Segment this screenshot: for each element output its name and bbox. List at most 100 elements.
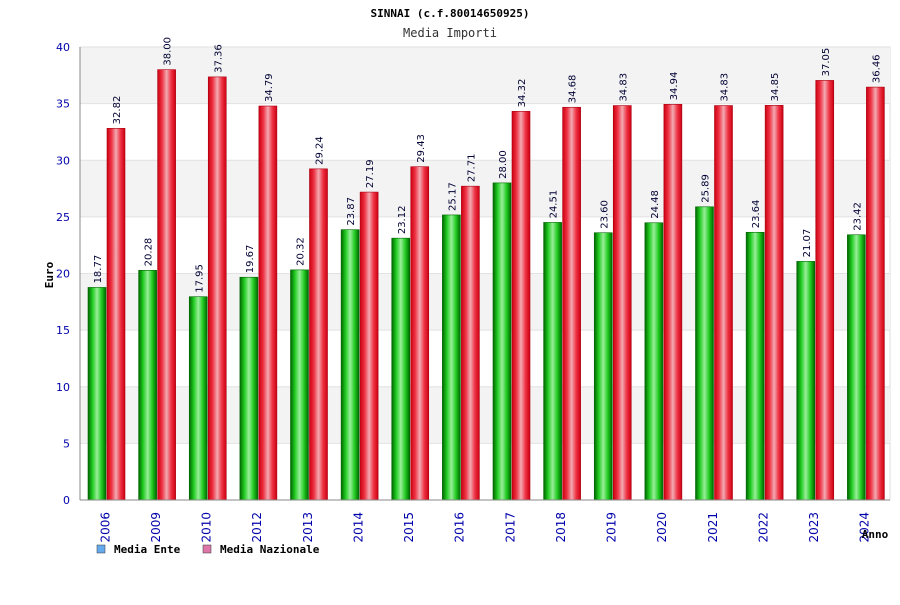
bar-media-ente [593, 232, 613, 501]
x-tick-label: 2024 [858, 512, 872, 543]
y-tick-label: 10 [56, 381, 70, 394]
x-tick-label: 2018 [554, 512, 568, 543]
data-label: 36.46 [871, 54, 882, 83]
data-label: 34.79 [264, 73, 275, 102]
data-label: 20.32 [296, 237, 307, 266]
bar-media-nazionale [258, 105, 278, 501]
chart-subtitle: Media Importi [403, 26, 497, 40]
data-label: 27.71 [466, 154, 477, 183]
x-tick-label: 2017 [503, 512, 517, 543]
bar-media-nazionale [612, 105, 632, 501]
data-label: 23.42 [852, 202, 863, 231]
data-label: 34.94 [669, 72, 680, 101]
data-label: 23.12 [397, 206, 408, 235]
data-labels: 18.77 32.82 20.28 38.00 17.95 37.36 19.67 34.79… [93, 37, 882, 293]
data-label: 23.87 [346, 197, 357, 226]
bar-media-ente [290, 269, 309, 501]
x-tick-label: 2014 [351, 512, 365, 543]
y-tick-label: 0 [63, 494, 70, 507]
x-tick-label: 2020 [655, 512, 669, 543]
data-label: 19.67 [245, 245, 256, 274]
x-tick-label: 2015 [402, 512, 416, 543]
data-label: 32.82 [112, 96, 123, 125]
bar-media-nazionale [511, 111, 531, 501]
bar-media-ente [239, 276, 259, 501]
bar-media-nazionale [309, 168, 328, 501]
legend-label-media-ente: Media Ente [114, 543, 181, 556]
bar-media-nazionale [562, 106, 581, 501]
bar-media-nazionale [207, 76, 227, 501]
legend: Media Ente Media Nazionale [96, 543, 320, 556]
y-axis-label: Euro [43, 261, 56, 288]
y-tick-label: 35 [56, 98, 70, 111]
bar-media-ente [87, 287, 107, 501]
bar-media-ente [188, 296, 208, 501]
bar-media-ente [391, 237, 411, 501]
data-label: 34.85 [770, 73, 781, 102]
bar-media-nazionale [866, 86, 885, 501]
x-tick-label: 2021 [706, 512, 720, 543]
bar-media-nazionale [157, 69, 176, 501]
y-tick-label: 20 [56, 268, 70, 281]
data-label: 23.60 [599, 200, 610, 229]
data-label: 24.51 [549, 190, 560, 219]
x-tick-label: 2016 [453, 512, 467, 543]
bar-media-nazionale [359, 191, 379, 501]
x-tick-label: 2013 [301, 512, 315, 543]
bar-media-ente [847, 234, 866, 501]
y-tick-label: 5 [63, 437, 70, 450]
bar-media-ente [543, 222, 562, 501]
bar-media-nazionale [410, 166, 430, 501]
data-label: 29.43 [416, 134, 427, 163]
data-label: 25.17 [447, 182, 458, 211]
bar-media-ente [644, 222, 664, 501]
data-label: 29.24 [315, 136, 326, 165]
data-label: 23.64 [751, 200, 762, 229]
axes: 0 5 10 15 20 25 30 35 40 2006 2009 2010 2012 2013 2014… [56, 41, 890, 543]
data-label: 27.19 [365, 159, 376, 188]
x-tick-label: 2006 [98, 512, 112, 543]
bar-media-ente [695, 206, 714, 501]
bar-media-nazionale [461, 185, 480, 501]
bar-media-ente [796, 261, 816, 501]
data-label: 28.00 [498, 150, 509, 179]
bar-media-nazionale [815, 80, 835, 501]
chart-title: SINNAI (c.f.80014650925) [371, 7, 530, 20]
data-label: 25.89 [701, 174, 712, 203]
y-tick-label: 15 [56, 324, 70, 337]
bar-media-nazionale [714, 105, 733, 501]
data-label: 34.83 [618, 73, 629, 102]
bar-media-ente [442, 214, 461, 501]
x-tick-label: 2023 [807, 512, 821, 543]
legend-label-media-nazionale: Media Nazionale [220, 543, 320, 556]
data-label: 34.32 [517, 79, 528, 108]
bar-media-ente [340, 229, 360, 501]
data-label: 38.00 [163, 37, 174, 66]
bar-media-ente [745, 231, 765, 501]
data-label: 37.05 [821, 48, 832, 77]
data-label: 17.95 [194, 264, 205, 293]
bars [87, 69, 885, 501]
y-tick-label: 40 [56, 41, 70, 54]
x-axis-label: Anno [862, 528, 889, 541]
data-label: 24.48 [650, 190, 661, 219]
bar-media-ente [138, 270, 157, 501]
y-tick-label: 30 [56, 154, 70, 167]
x-tick-label: 2019 [605, 512, 619, 543]
data-label: 34.83 [720, 73, 731, 102]
legend-swatch-media-nazionale [202, 544, 212, 554]
grid-band [80, 47, 890, 104]
x-tick-label: 2012 [250, 512, 264, 543]
bar-media-nazionale [106, 128, 126, 501]
bar-media-nazionale [663, 104, 683, 501]
data-label: 20.28 [144, 238, 155, 267]
x-tick-label: 2010 [200, 512, 214, 543]
x-tick-label: 2009 [149, 512, 163, 543]
data-label: 34.68 [568, 75, 579, 104]
y-tick-label: 25 [56, 211, 70, 224]
bar-media-ente [492, 182, 512, 501]
data-label: 18.77 [93, 255, 104, 284]
bar-media-nazionale [764, 105, 784, 501]
legend-swatch-media-ente [96, 544, 106, 554]
x-tick-label: 2022 [756, 512, 770, 543]
